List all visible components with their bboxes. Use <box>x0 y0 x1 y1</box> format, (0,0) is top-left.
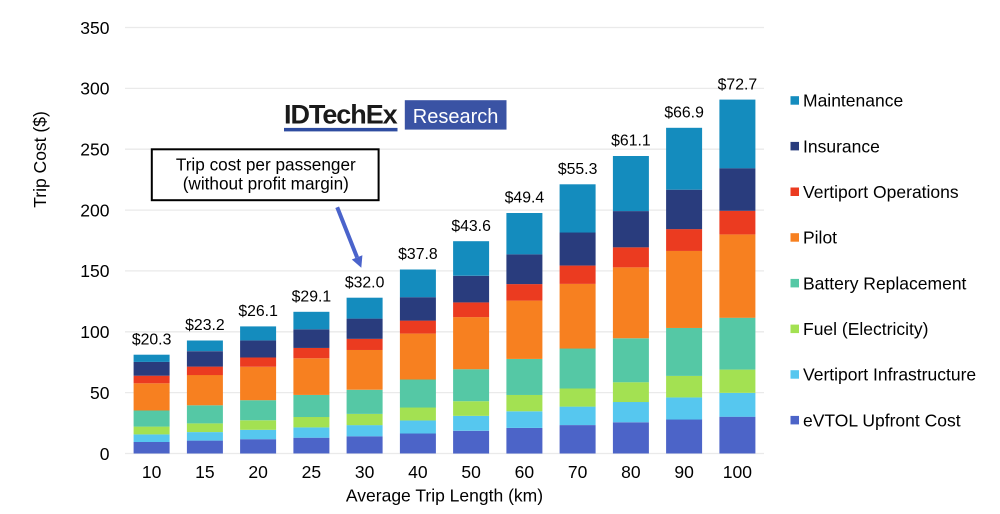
svg-text:60: 60 <box>515 462 535 482</box>
svg-text:200: 200 <box>80 200 109 220</box>
svg-text:$20.3: $20.3 <box>132 331 172 348</box>
svg-text:Fuel (Electricity): Fuel (Electricity) <box>803 319 928 339</box>
svg-text:$29.1: $29.1 <box>292 289 332 306</box>
svg-text:80: 80 <box>621 462 641 482</box>
svg-text:15: 15 <box>195 462 214 482</box>
svg-text:Trip cost per passenger: Trip cost per passenger <box>176 154 356 174</box>
svg-text:Insurance: Insurance <box>803 136 880 156</box>
svg-text:Battery Replacement: Battery Replacement <box>803 273 967 293</box>
svg-text:$26.1: $26.1 <box>238 303 278 320</box>
svg-text:Pilot: Pilot <box>803 228 837 248</box>
svg-text:100: 100 <box>80 322 109 342</box>
svg-text:$61.1: $61.1 <box>611 133 651 150</box>
svg-text:$43.6: $43.6 <box>451 218 491 235</box>
svg-text:350: 350 <box>80 18 109 38</box>
svg-text:eVTOL Upfront Cost: eVTOL Upfront Cost <box>803 410 961 430</box>
svg-text:$55.3: $55.3 <box>558 161 598 178</box>
svg-text:IDTechEx: IDTechEx <box>284 100 398 130</box>
svg-text:$23.2: $23.2 <box>185 317 225 334</box>
svg-text:30: 30 <box>355 462 375 482</box>
svg-text:90: 90 <box>674 462 694 482</box>
svg-text:10: 10 <box>142 462 162 482</box>
svg-text:Average Trip Length (km): Average Trip Length (km) <box>346 486 543 506</box>
svg-text:50: 50 <box>461 462 481 482</box>
svg-text:300: 300 <box>80 79 109 99</box>
svg-text:250: 250 <box>80 140 109 160</box>
svg-text:Maintenance: Maintenance <box>803 91 903 111</box>
svg-text:Vertiport Operations: Vertiport Operations <box>803 182 959 202</box>
svg-text:$32.0: $32.0 <box>345 274 385 291</box>
svg-text:$49.4: $49.4 <box>505 190 545 207</box>
svg-text:70: 70 <box>568 462 588 482</box>
svg-text:50: 50 <box>90 383 110 403</box>
svg-text:$66.9: $66.9 <box>664 105 704 122</box>
svg-text:0: 0 <box>100 444 110 464</box>
svg-text:(without profit margin): (without profit margin) <box>183 174 349 194</box>
svg-text:40: 40 <box>408 462 428 482</box>
svg-text:Vertiport Infrastructure: Vertiport Infrastructure <box>803 365 976 385</box>
svg-text:100: 100 <box>723 462 752 482</box>
svg-text:25: 25 <box>302 462 321 482</box>
svg-text:$72.7: $72.7 <box>718 76 758 93</box>
svg-text:$37.8: $37.8 <box>398 246 438 263</box>
svg-text:150: 150 <box>80 261 109 281</box>
svg-text:Research: Research <box>413 106 499 128</box>
svg-text:Trip Cost ($): Trip Cost ($) <box>30 111 50 208</box>
svg-text:20: 20 <box>248 462 268 482</box>
